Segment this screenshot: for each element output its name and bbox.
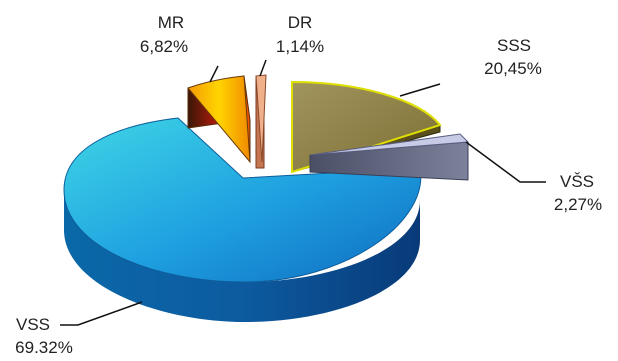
pie-slice-dr-top <box>255 74 267 163</box>
pie-slice-dr <box>255 74 267 169</box>
pie-slice-sss <box>291 80 442 174</box>
pie-slice-vs-s <box>309 133 470 181</box>
label-category-sss: SSS <box>497 36 531 55</box>
leader-line-vss <box>60 301 143 326</box>
pie-slice-vss <box>63 117 422 322</box>
pie-slice-vs-s-top <box>309 133 470 156</box>
leader-line-mr <box>209 65 219 83</box>
leader-line-dr <box>259 59 267 77</box>
pie-slice-vss-top <box>63 117 422 283</box>
label-value-mr: 6,82% <box>140 37 188 56</box>
label-category-mr: MR <box>158 13 184 32</box>
leader-lines <box>60 59 546 326</box>
pie-slice-mr <box>187 75 251 164</box>
label-category-vs-s: VŠS <box>560 172 594 191</box>
pie-slice-mr-top <box>187 75 251 164</box>
leader-line-vs-s <box>465 141 546 183</box>
pie-slice-sss-top <box>291 80 442 174</box>
leader-line-sss <box>399 83 441 97</box>
label-category-vss: VSS <box>16 315 50 334</box>
pie-slice-vss-side <box>64 190 420 322</box>
label-value-vss: 69.32% <box>15 338 73 356</box>
label-value-vs-s: 2,27% <box>554 195 602 214</box>
label-value-dr: 1,14% <box>276 37 324 56</box>
label-category-dr: DR <box>288 13 313 32</box>
label-value-sss: 20,45% <box>484 59 542 78</box>
